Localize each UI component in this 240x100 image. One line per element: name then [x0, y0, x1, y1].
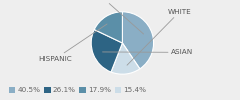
- Wedge shape: [94, 12, 122, 43]
- Text: ASIAN: ASIAN: [102, 49, 193, 55]
- Text: HISPANIC: HISPANIC: [39, 24, 107, 62]
- Text: BLACK: BLACK: [91, 0, 144, 34]
- Text: WHITE: WHITE: [127, 9, 191, 65]
- Legend: 40.5%, 26.1%, 17.9%, 15.4%: 40.5%, 26.1%, 17.9%, 15.4%: [6, 84, 149, 96]
- Wedge shape: [91, 30, 122, 72]
- Wedge shape: [111, 43, 140, 74]
- Wedge shape: [122, 12, 154, 69]
